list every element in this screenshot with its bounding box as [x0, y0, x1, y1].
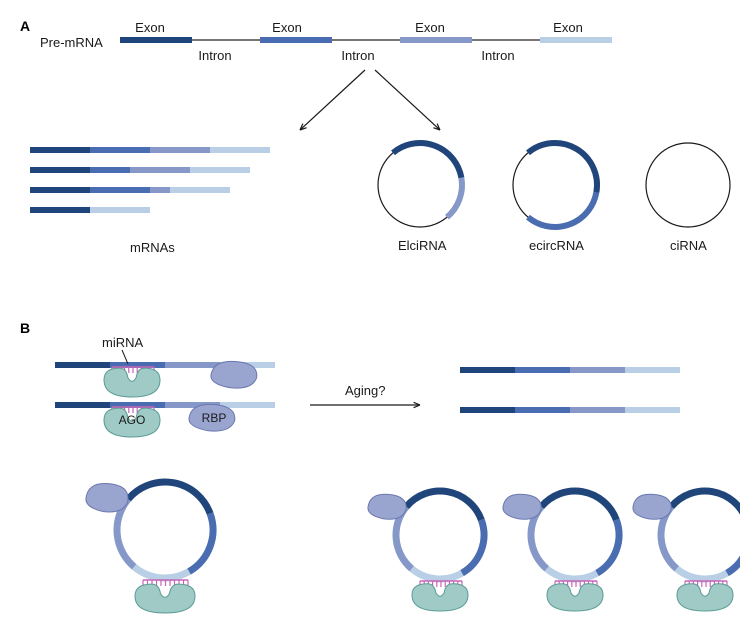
- svg-text:ecircRNA: ecircRNA: [529, 238, 584, 253]
- panel-a-label: A: [20, 18, 30, 34]
- svg-text:Exon: Exon: [415, 20, 445, 35]
- svg-text:Exon: Exon: [553, 20, 583, 35]
- svg-text:Intron: Intron: [481, 48, 514, 63]
- svg-text:AGO: AGO: [119, 413, 146, 427]
- pre-mrna-label: Pre-mRNA: [40, 35, 103, 50]
- svg-text:RBP: RBP: [202, 411, 227, 425]
- svg-text:ciRNA: ciRNA: [670, 238, 707, 253]
- mirna-label: miRNA: [102, 335, 143, 350]
- aging-label: Aging?: [345, 383, 385, 398]
- diagram-canvas: Exon Exon Exon Exon Intron Intron Intron ElciRN…: [0, 0, 740, 637]
- svg-text:Exon: Exon: [272, 20, 302, 35]
- svg-text:Intron: Intron: [341, 48, 374, 63]
- mrnas-label: mRNAs: [130, 240, 175, 255]
- svg-text:Intron: Intron: [198, 48, 231, 63]
- svg-text:ElciRNA: ElciRNA: [398, 238, 447, 253]
- svg-text:Exon: Exon: [135, 20, 165, 35]
- panel-b-label: B: [20, 320, 30, 336]
